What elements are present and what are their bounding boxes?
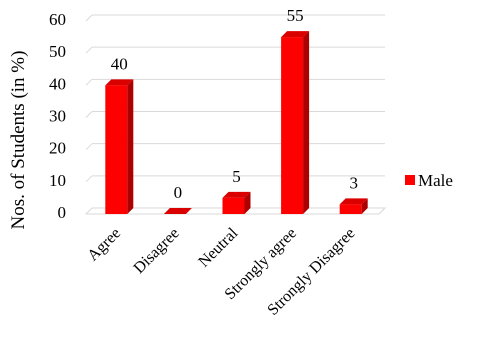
y-tick-label: 40 [49, 74, 66, 93]
bar-front [339, 204, 362, 214]
bar-agree [105, 79, 134, 214]
y-tick-label: 0 [58, 203, 67, 222]
data-label: 3 [349, 173, 358, 192]
bar-side [303, 31, 310, 215]
bar-top [339, 198, 368, 205]
data-label: 0 [174, 183, 183, 202]
legend-swatch-male [405, 175, 415, 185]
gridline-depth [85, 14, 93, 22]
gridline-depth [85, 175, 93, 183]
bar-top [105, 79, 134, 86]
bars [105, 31, 368, 215]
y-tick-label: 10 [49, 171, 66, 190]
bar-strongly-disagree [339, 198, 368, 214]
bar-side [244, 191, 251, 214]
bar-top [281, 31, 310, 38]
y-axis-ticks: 0 10 20 30 40 50 60 [49, 10, 66, 222]
bar-side [361, 198, 368, 214]
y-tick-label: 30 [49, 107, 66, 126]
x-tick-label: Disagree [131, 225, 183, 277]
data-label: 5 [232, 167, 241, 186]
data-label: 55 [287, 6, 304, 25]
data-label: 40 [111, 54, 128, 73]
bar-front [105, 85, 128, 214]
y-tick-label: 60 [49, 10, 66, 29]
gridline-depth [85, 143, 93, 151]
bar-top [222, 191, 251, 198]
gridline-depth [85, 78, 93, 86]
gridlines [85, 14, 385, 183]
bar-neutral [222, 191, 251, 214]
y-tick-label: 20 [49, 139, 66, 158]
bar-front [281, 37, 304, 215]
bar-top [163, 208, 192, 214]
legend-label-male: Male [418, 171, 453, 190]
gridline-depth [85, 111, 93, 118]
y-axis-label: Nos. of Students (in %) [8, 51, 29, 230]
bar-disagree [163, 208, 192, 214]
bar-strongly-agree [281, 31, 310, 215]
y-tick-label: 50 [49, 42, 66, 61]
x-tick-label: Neutral [195, 224, 241, 270]
x-tick-label: Agree [84, 225, 124, 265]
bar-front [222, 197, 245, 214]
bar-side [127, 79, 134, 214]
gridline-depth [85, 46, 93, 54]
legend: Male [405, 171, 453, 190]
